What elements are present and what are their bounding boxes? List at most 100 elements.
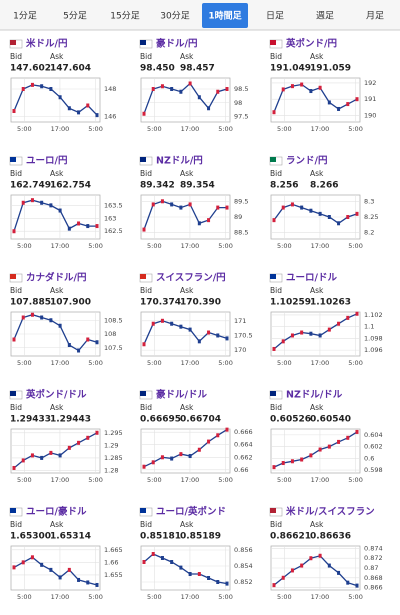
time-label: 5:00 (218, 476, 233, 484)
ask-label: Ask (50, 286, 64, 295)
pair-name[interactable]: ランド/円 (286, 156, 327, 167)
bid-label: Bid (270, 403, 282, 412)
flag-mark (10, 40, 16, 45)
chart-frame (270, 428, 361, 474)
ask-value: 191.059 (310, 64, 351, 74)
candle (300, 330, 304, 335)
candle (327, 100, 331, 105)
y-tick-label: 8.3 (364, 197, 374, 205)
price-line (143, 82, 228, 115)
tab[interactable]: 15分足 (110, 11, 139, 22)
time-label: 5:00 (17, 242, 32, 250)
candle (318, 333, 322, 338)
tab[interactable]: 1分足 (13, 11, 37, 22)
pair-name[interactable]: 豪ドル/円 (156, 38, 197, 50)
candle (30, 198, 34, 203)
y-tick-label: 170.5 (234, 331, 253, 339)
tab[interactable]: 月足 (366, 11, 384, 22)
candle (309, 556, 313, 561)
candle (309, 453, 313, 458)
candle (151, 552, 155, 556)
pair-name[interactable]: NZドル/円 (156, 156, 203, 167)
candle (300, 82, 304, 87)
time-label: 5:00 (218, 359, 233, 367)
ask-label: Ask (50, 169, 64, 178)
candle (12, 229, 16, 234)
candle (86, 435, 90, 440)
candle (290, 84, 294, 89)
pair-name[interactable]: スイスフラン/円 (156, 273, 226, 284)
time-label: 5:00 (17, 359, 32, 367)
y-tick-label: 98 (234, 99, 242, 107)
time-label: 5:00 (147, 476, 162, 484)
tab[interactable]: 5分足 (63, 11, 87, 22)
flag-mark (140, 40, 146, 45)
bid-label: Bid (270, 52, 282, 61)
pair-name[interactable]: ユーロ/ドル (286, 273, 337, 284)
y-tick-label: 190 (364, 111, 376, 119)
pair-name[interactable]: ユーロ/英ポンド (156, 506, 226, 518)
pair-name[interactable]: ユーロ/円 (26, 156, 67, 167)
y-tick-label: 1.655 (104, 571, 123, 579)
chart-frame (140, 77, 231, 123)
pair-name[interactable]: NZドル/ドル (286, 390, 343, 401)
y-tick-label: 89.5 (234, 197, 248, 205)
bid-label: Bid (270, 169, 282, 178)
price-line (13, 314, 98, 352)
y-tick-label: 97.5 (234, 113, 248, 121)
candle (355, 211, 359, 216)
y-tick-label: 0.866 (364, 584, 383, 592)
flag-mark (270, 508, 276, 513)
tab[interactable]: 週足 (316, 11, 334, 22)
candle (142, 560, 146, 564)
bid-value: 0.60526 (270, 415, 311, 425)
candle (207, 218, 211, 223)
pair-name[interactable]: 英ポンド/円 (286, 38, 337, 50)
pair-name[interactable]: 米ドル/スイスフラン (285, 506, 375, 518)
candle (346, 315, 350, 320)
candle (355, 429, 359, 434)
pair-name[interactable]: カナダドル/円 (26, 272, 86, 284)
candle (160, 199, 164, 204)
pair-name[interactable]: 英ポンド/ドル (26, 389, 87, 401)
candle (207, 439, 211, 444)
ask-label: Ask (180, 286, 194, 295)
ask-label: Ask (310, 403, 324, 412)
candle (225, 87, 229, 91)
tab[interactable]: 日足 (266, 11, 284, 22)
time-label: 17:00 (311, 593, 330, 601)
candle (179, 205, 183, 210)
y-tick-label: 1.1 (364, 323, 374, 331)
candle (170, 202, 174, 207)
candle (40, 315, 44, 320)
y-tick-label: 89 (234, 213, 242, 221)
y-tick-label: 146 (104, 113, 116, 121)
price-line (143, 553, 228, 585)
tab[interactable]: 1時間足 (208, 10, 242, 22)
ask-value: 107.900 (50, 298, 91, 308)
candle (327, 215, 331, 219)
y-tick-label: 0.852 (234, 578, 253, 586)
time-label: 17:00 (51, 125, 70, 133)
candle (21, 315, 25, 320)
candle (309, 89, 313, 94)
bid-value: 1.65300 (10, 532, 51, 542)
bid-label: Bid (270, 286, 282, 295)
tab[interactable]: 30分足 (160, 11, 189, 22)
price-line (13, 556, 98, 586)
bid-label: Bid (270, 520, 282, 529)
time-label: 5:00 (147, 242, 162, 250)
ask-label: Ask (50, 52, 64, 61)
y-tick-label: 163 (104, 214, 116, 222)
pair-name[interactable]: 豪ドル/ドル (156, 389, 207, 401)
pair-name[interactable]: 米ドル/円 (25, 38, 67, 50)
candle (281, 205, 285, 210)
candle (290, 459, 294, 464)
y-tick-label: 1.102 (364, 311, 383, 319)
ask-value: 8.266 (310, 181, 338, 191)
candle (142, 464, 146, 469)
candle (327, 444, 331, 449)
pair-name[interactable]: ユーロ/豪ドル (26, 506, 87, 518)
time-label: 17:00 (51, 476, 70, 484)
candle (309, 331, 313, 336)
